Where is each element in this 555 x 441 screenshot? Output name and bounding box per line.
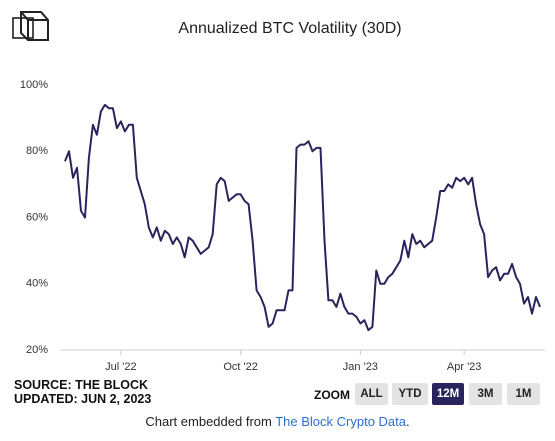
footer-text: Chart embedded from [145,414,272,429]
zoom-button[interactable]: 3M [469,383,502,405]
chart-title: Annualized BTC Volatility (30D) [178,20,401,37]
zoom-label: ZOOM [314,388,350,402]
zoom-button[interactable]: YTD [392,383,428,405]
zoom-button[interactable]: 1M [507,383,540,405]
zoom-button[interactable]: 12M [432,383,464,405]
zoom-button[interactable]: ALL [355,383,388,405]
updated: UPDATED: JUN 2, 2023 [14,392,152,406]
footer-text: . [406,414,410,429]
y-tick-label: 80% [26,145,48,157]
y-tick-label: 20% [26,344,48,356]
x-tick-label: Apr '23 [447,361,482,373]
y-tick-label: 40% [26,278,48,290]
footer: Chart embedded from The Block Crypto Dat… [0,414,555,429]
source: SOURCE: THE BLOCK [14,378,149,392]
x-tick-label: Jul '22 [105,361,136,373]
footer-link[interactable]: The Block Crypto Data [275,414,406,429]
x-tick-label: Jan '23 [343,361,378,373]
y-tick-label: 60% [26,211,48,223]
data-line [64,103,541,332]
x-tick-label: Oct '22 [223,361,258,373]
logo [12,11,49,41]
y-tick-label: 100% [20,79,48,91]
